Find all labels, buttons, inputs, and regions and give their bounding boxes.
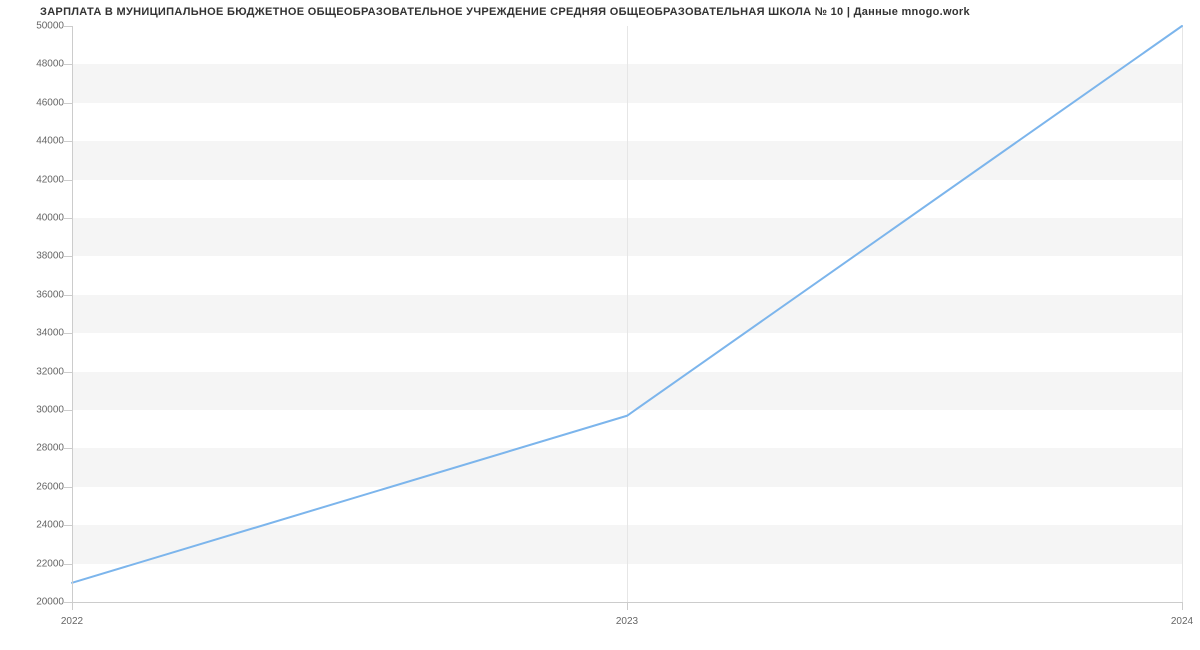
y-axis-label: 20000 [36,597,64,608]
y-axis-label: 50000 [36,21,64,32]
x-axis-label: 2023 [616,616,638,627]
y-axis-label: 32000 [36,366,64,377]
chart-container: 20000 22000 24000 26000 28000 30000 32000 34000… [0,20,1200,640]
y-axis-label: 30000 [36,405,64,416]
y-tick [64,295,72,296]
y-axis-label: 26000 [36,481,64,492]
y-axis-label: 22000 [36,558,64,569]
y-axis-label: 38000 [36,251,64,262]
x-tick [72,602,73,610]
line-series-svg [72,26,1182,602]
x-axis-label: 2022 [61,616,83,627]
y-tick [64,487,72,488]
y-axis-label: 42000 [36,174,64,185]
y-tick [64,448,72,449]
y-tick [64,525,72,526]
y-axis-label: 48000 [36,59,64,70]
y-tick [64,602,72,603]
y-tick [64,64,72,65]
y-axis-label: 44000 [36,136,64,147]
x-tick [1182,602,1183,610]
y-axis-label: 46000 [36,97,64,108]
line-series [72,26,1182,583]
y-tick [64,218,72,219]
y-axis-label: 40000 [36,213,64,224]
plot-area [72,26,1182,602]
x-axis-label: 2024 [1171,616,1193,627]
y-tick [64,26,72,27]
vertical-gridline [1182,26,1183,602]
x-tick [627,602,628,610]
y-axis-label: 36000 [36,289,64,300]
y-tick [64,372,72,373]
y-axis-label: 24000 [36,520,64,531]
y-tick [64,564,72,565]
y-axis-line [72,26,73,602]
y-tick [64,103,72,104]
y-axis-label: 28000 [36,443,64,454]
y-tick [64,410,72,411]
y-axis-label: 34000 [36,328,64,339]
y-tick [64,256,72,257]
y-tick [64,180,72,181]
y-tick [64,141,72,142]
chart-title: ЗАРПЛАТА В МУНИЦИПАЛЬНОЕ БЮДЖЕТНОЕ ОБЩЕО… [40,6,970,18]
y-tick [64,333,72,334]
